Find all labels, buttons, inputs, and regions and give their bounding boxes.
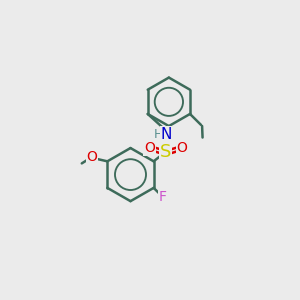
Text: H: H	[153, 128, 163, 141]
Text: N: N	[161, 127, 172, 142]
Text: F: F	[159, 190, 167, 204]
Text: O: O	[177, 141, 188, 155]
Text: O: O	[87, 150, 98, 164]
Text: O: O	[144, 141, 155, 155]
Text: S: S	[160, 142, 171, 160]
